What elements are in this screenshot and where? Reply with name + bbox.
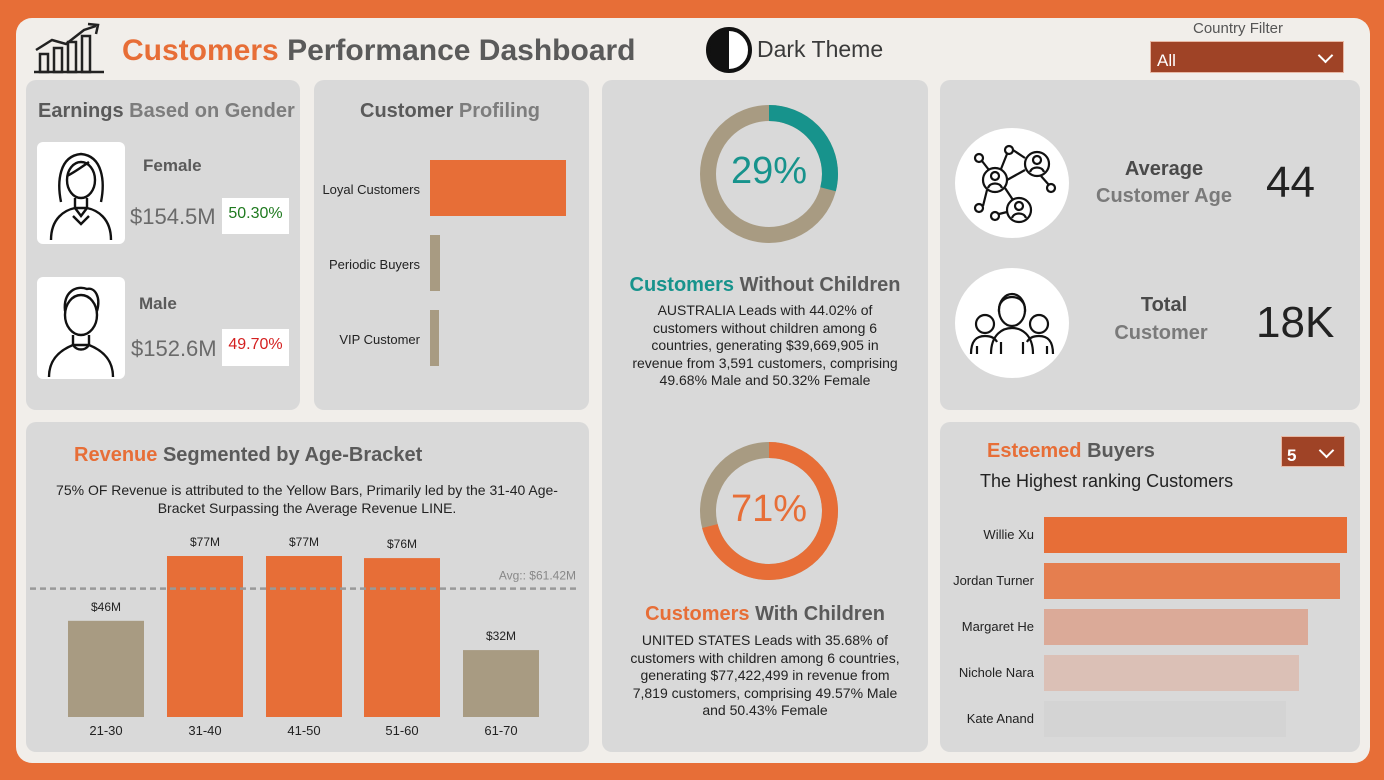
network-users-icon (973, 144, 1057, 224)
male-pct: 49.70% (222, 329, 289, 366)
country-filter-value: All (1157, 51, 1176, 70)
revenue-bar (364, 558, 440, 717)
with-children-arc (700, 442, 838, 580)
chevron-down-icon (1318, 442, 1335, 459)
profiling-bar[interactable] (430, 235, 440, 291)
buyer-bar[interactable] (1044, 701, 1286, 737)
profiling-bar-label: Periodic Buyers (328, 257, 420, 272)
network-icon-circle (955, 128, 1069, 238)
revenue-bar-value-label: $77M (190, 535, 220, 549)
revenue-bar (266, 556, 342, 717)
avg-age-title: Average (1124, 158, 1204, 180)
buyer-bar[interactable] (1044, 517, 1347, 553)
revenue-bar-value-label: $76M (387, 537, 417, 551)
revenue-bar (167, 556, 243, 717)
total-customer-subtitle: Customer (1114, 322, 1208, 344)
group-icon-circle (955, 268, 1069, 378)
female-label: Female (143, 156, 202, 175)
without-children-pct: 29% (730, 150, 808, 192)
topn-dropdown[interactable]: 5 (1281, 436, 1345, 467)
profiling-bar-label: Loyal Customers (322, 182, 420, 197)
male-amount: $152.6M (131, 336, 217, 361)
revenue-category-label: 21-30 (89, 723, 122, 738)
profiling-bar[interactable] (430, 160, 566, 216)
revenue-title: Revenue Segmented by Age-Bracket (74, 444, 423, 466)
country-filter-label: Country Filter (1193, 20, 1284, 37)
total-customer-title: Total (1140, 294, 1188, 316)
without-children-title: Customers Without Children (629, 274, 901, 296)
revenue-category-label: 51-60 (385, 723, 418, 738)
revenue-bar-value-label: $32M (486, 629, 516, 643)
male-label: Male (139, 294, 177, 313)
total-customer-value: 18K (1256, 298, 1335, 347)
female-avatar (37, 142, 125, 244)
buyer-name: Margaret He (961, 619, 1034, 634)
with-children-text: UNITED STATES Leads with 35.68% of custo… (630, 632, 900, 718)
avg-age-subtitle: Customer Age (1096, 185, 1232, 207)
topn-value: 5 (1287, 446, 1297, 465)
revenue-bar (68, 620, 144, 717)
buyer-bar[interactable] (1044, 655, 1299, 691)
with-children-pct: 71% (730, 488, 808, 530)
profiling-card (314, 80, 589, 410)
children-card (602, 80, 928, 752)
profiling-bar-label: VIP Customer (339, 332, 420, 347)
buyer-bar[interactable] (1044, 609, 1308, 645)
male-avatar (37, 277, 125, 379)
average-label: Avg:: $61.42M (499, 569, 576, 583)
theme-toggle-icon[interactable] (706, 27, 752, 73)
profiling-card-title: Customer Profiling (360, 100, 541, 122)
avg-age-value: 44 (1266, 158, 1315, 207)
revenue-bar-value-label: $46M (91, 600, 121, 614)
buyers-subtitle: The Highest ranking Customers (980, 471, 1234, 491)
country-filter-dropdown[interactable]: All (1150, 41, 1344, 73)
buyer-bar[interactable] (1044, 563, 1340, 599)
chevron-down-icon (1317, 47, 1334, 64)
page-title: Customers Performance Dashboard (122, 34, 636, 68)
revenue-bar (463, 650, 539, 717)
buyer-name: Kate Anand (966, 711, 1034, 726)
revenue-category-label: 61-70 (484, 723, 517, 738)
profiling-bar[interactable] (430, 310, 439, 366)
revenue-category-label: 41-50 (287, 723, 320, 738)
with-children-donut (700, 442, 838, 580)
buyer-name: Willie Xu (983, 527, 1034, 542)
female-icon (49, 152, 113, 241)
without-children-text: AUSTRALIA Leads with 44.02% of customers… (632, 302, 898, 388)
title-rest: Performance Dashboard (287, 34, 636, 67)
revenue-note: 75% OF Revenue is attributed to the Yell… (56, 482, 558, 516)
female-pct: 50.30% (222, 198, 289, 234)
revenue-bar-chart: $46M 21-30 $77M 31-40 $77M 41-50 $76M 51-60 $32M… (30, 535, 578, 738)
revenue-bar-value-label: $77M (289, 535, 319, 549)
without-children-arc (700, 105, 838, 243)
buyer-name: Jordan Turner (953, 573, 1034, 588)
growth-chart-icon (34, 22, 104, 74)
theme-toggle-label[interactable]: Dark Theme (757, 36, 884, 62)
with-children-title: Customers With Children (645, 603, 885, 625)
without-children-donut (700, 105, 838, 243)
customer-group-icon (969, 292, 1055, 355)
gender-card-title: Earnings Based on Gender (38, 100, 295, 122)
revenue-category-label: 31-40 (188, 723, 221, 738)
male-icon (47, 286, 115, 378)
buyer-name: Nichole Nara (958, 665, 1034, 680)
title-accent: Customers (122, 34, 279, 67)
buyers-title: Esteemed Buyers (987, 440, 1155, 462)
female-amount: $154.5M (130, 204, 216, 229)
